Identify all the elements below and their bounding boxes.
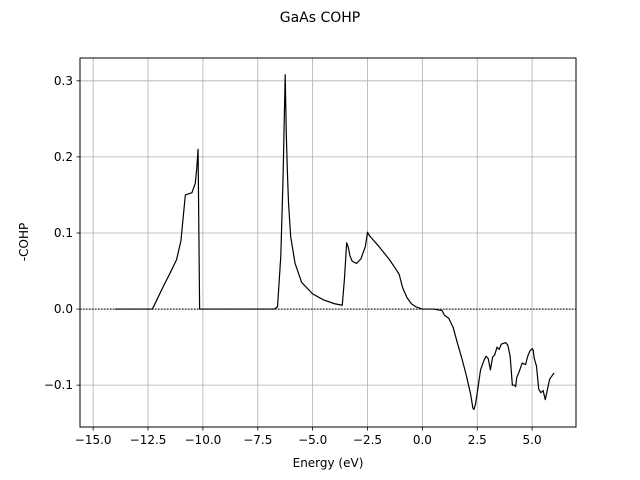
x-tick-label: −5.0 bbox=[298, 433, 327, 447]
x-tick-label: 5.0 bbox=[523, 433, 542, 447]
x-tick-label: 2.5 bbox=[468, 433, 487, 447]
y-tick-label: 0.1 bbox=[54, 226, 73, 240]
chart-title: GaAs COHP bbox=[280, 10, 361, 26]
x-tick-label: −12.5 bbox=[130, 433, 167, 447]
grid bbox=[80, 58, 576, 427]
x-tick-label: −15.0 bbox=[75, 433, 112, 447]
x-tick-label: −7.5 bbox=[243, 433, 272, 447]
x-tick-label: 0.0 bbox=[413, 433, 432, 447]
y-tick-label: 0.3 bbox=[54, 74, 73, 88]
y-axis: −0.1 0.0 0.1 0.2 0.3 bbox=[44, 74, 80, 392]
y-tick-label: 0.0 bbox=[54, 302, 73, 316]
y-tick-label: 0.2 bbox=[54, 150, 73, 164]
series-line-gaas-cohp bbox=[115, 75, 554, 410]
x-tick-label: −2.5 bbox=[353, 433, 382, 447]
x-axis: −15.0 −12.5 −10.0 −7.5 −5.0 −2.5 0.0 2.5 5.0 bbox=[75, 427, 542, 447]
y-tick-label: −0.1 bbox=[44, 378, 73, 392]
x-tick-label: −10.0 bbox=[185, 433, 222, 447]
x-axis-label: Energy (eV) bbox=[293, 456, 364, 470]
y-axis-label: -COHP bbox=[17, 223, 31, 261]
plot-frame bbox=[80, 58, 576, 427]
